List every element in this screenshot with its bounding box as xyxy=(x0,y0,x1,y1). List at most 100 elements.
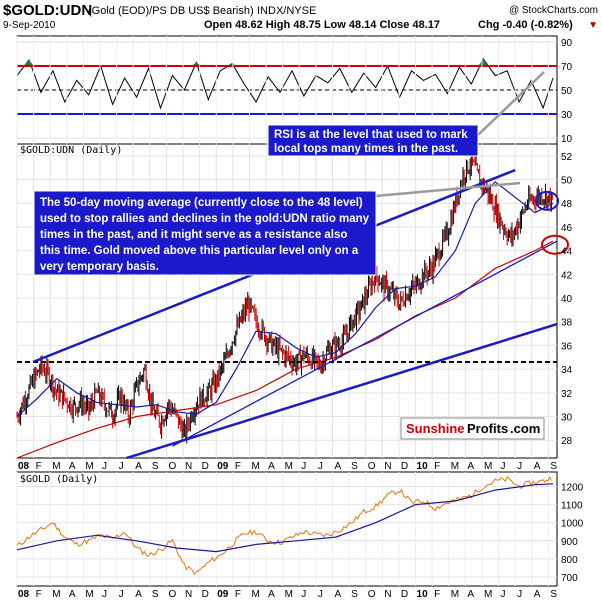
x-tick-label: M xyxy=(451,461,459,472)
ma-note-line-1: The 50-day moving average (currently clo… xyxy=(40,197,363,209)
rsi-tick-label: 50 xyxy=(561,86,573,97)
rsi-tick-label: 10 xyxy=(561,134,573,145)
price-tick-label: 50 xyxy=(561,176,573,187)
sunshine-profits-logo: Sunshine Profits .com xyxy=(400,417,545,440)
x-tick-label: J xyxy=(318,461,323,472)
x-tick-label: J xyxy=(102,589,107,600)
change-down-icon: ▼ xyxy=(588,20,598,31)
x-tick-label: J xyxy=(517,461,522,472)
price-tick-label: 52 xyxy=(561,152,573,163)
x-tick-label: M xyxy=(285,589,293,600)
price-tick-label: 48 xyxy=(561,199,573,210)
x-tick-label: F xyxy=(36,589,42,600)
inner-support-line xyxy=(172,240,558,447)
x-tick-label: A xyxy=(534,461,541,472)
price-tick-label: 38 xyxy=(561,318,573,329)
gold-price-line xyxy=(16,475,552,576)
logo-part-2: Profits xyxy=(467,421,508,436)
x-tick-label: S xyxy=(152,461,159,472)
x-tick-label: S xyxy=(550,589,557,600)
gold-tick-label: 1100 xyxy=(561,501,583,512)
x-tick-label: 09 xyxy=(217,461,229,472)
axes: 90 70 50 30 10 52 50 48 46 44 42 40 38 36 34 32 30 28 08 08… xyxy=(18,38,584,600)
x-tick-label: F xyxy=(434,589,440,600)
x-tick-label: A xyxy=(467,461,474,472)
x-tick-label: J xyxy=(301,589,306,600)
rsi-overbought-fill xyxy=(23,60,34,66)
x-tick-label: M xyxy=(251,461,259,472)
x-tick-label: O xyxy=(368,461,376,472)
rsi-tick-label: 30 xyxy=(561,110,573,121)
x-tick-label: M xyxy=(285,461,293,472)
gold-tick-label: 900 xyxy=(561,537,578,548)
x-tick-label: M xyxy=(52,461,60,472)
price-tick-label: 40 xyxy=(561,294,573,305)
x-tick-label: F xyxy=(235,461,241,472)
x-tick-label: A xyxy=(69,589,76,600)
x-tick-label: M xyxy=(451,589,459,600)
chart-date: 9-Sep-2010 xyxy=(3,20,56,31)
price-tick-label: 34 xyxy=(561,365,573,376)
gold-plot xyxy=(16,472,557,586)
x-tick-label: J xyxy=(301,461,306,472)
x-tick-label: A xyxy=(334,589,341,600)
rsi-note-pointer xyxy=(477,71,545,136)
x-tick-label: J xyxy=(102,461,107,472)
chart-description: (Gold (EOD)/PS DB US$ Bearish) xyxy=(88,5,254,17)
x-tick-label: A xyxy=(268,589,275,600)
x-tick-label: A xyxy=(69,461,76,472)
x-tick-label: F xyxy=(235,589,241,600)
rsi-tick-label: 90 xyxy=(561,38,573,49)
ma200-line xyxy=(16,240,554,459)
x-tick-label: M xyxy=(85,461,93,472)
price-tick-label: 32 xyxy=(561,389,573,400)
highlight-circle-red xyxy=(541,234,570,255)
x-tick-label: S xyxy=(550,461,557,472)
lower-channel-line xyxy=(126,322,558,460)
x-tick-label: A xyxy=(268,461,275,472)
x-tick-label: J xyxy=(501,589,506,600)
price-tick-label: 42 xyxy=(561,270,573,281)
x-tick-label: D xyxy=(202,461,209,472)
x-tick-label: F xyxy=(434,461,440,472)
rsi-note-line-2: local tops many times in the past. xyxy=(274,143,458,155)
gold-panel-title: $GOLD (Daily) xyxy=(20,474,98,485)
x-tick-label: J xyxy=(517,589,522,600)
x-tick-label: D xyxy=(401,589,408,600)
price-panel-title: $GOLD:UDN (Daily) xyxy=(20,145,122,156)
change-values: Chg -0.40 (-0.82%) xyxy=(478,19,573,31)
x-tick-label: O xyxy=(168,461,176,472)
x-tick-label: A xyxy=(467,589,474,600)
x-tick-label: F xyxy=(36,461,42,472)
x-tick-label: N xyxy=(384,461,391,472)
x-tick-label: A xyxy=(135,589,142,600)
x-tick-label: J xyxy=(501,461,506,472)
gold-ma-line xyxy=(16,483,554,553)
logo-part-3: .com xyxy=(510,421,540,436)
ma-note-line-2: used to stop rallies and declines in the… xyxy=(40,213,370,225)
x-tick-label: M xyxy=(484,589,492,600)
x-tick-label: S xyxy=(152,589,159,600)
x-tick-label: M xyxy=(251,589,259,600)
rsi-note-line-1: RSI is at the level that used to mark xyxy=(274,129,468,141)
gold-tick-label: 1200 xyxy=(561,482,584,493)
x-tick-label: 08 xyxy=(18,461,30,472)
gold-tick-label: 700 xyxy=(561,573,578,584)
rsi-annotation: RSI is at the level that used to mark lo… xyxy=(267,124,479,157)
price-tick-label: 28 xyxy=(561,436,573,447)
x-tick-label: S xyxy=(351,589,358,600)
gold-tick-label: 800 xyxy=(561,555,578,566)
ma-note-pointer xyxy=(375,181,521,198)
chart-exchange: INDX/NYSE xyxy=(257,5,316,17)
x-tick-label: 09 xyxy=(217,589,229,600)
x-tick-label: N xyxy=(384,589,391,600)
ma-note-line-5: very temporary basis. xyxy=(40,261,159,273)
logo-part-1: Sunshine xyxy=(406,421,465,436)
rsi-overbought-fill xyxy=(478,58,489,66)
x-tick-label: 08 xyxy=(18,589,30,600)
price-tick-label: 30 xyxy=(561,413,573,424)
x-tick-label: A xyxy=(334,461,341,472)
ma-note-line-3: times in the past, and it might serve as… xyxy=(40,229,347,241)
x-tick-label: D xyxy=(401,461,408,472)
ma50-line xyxy=(16,181,554,417)
